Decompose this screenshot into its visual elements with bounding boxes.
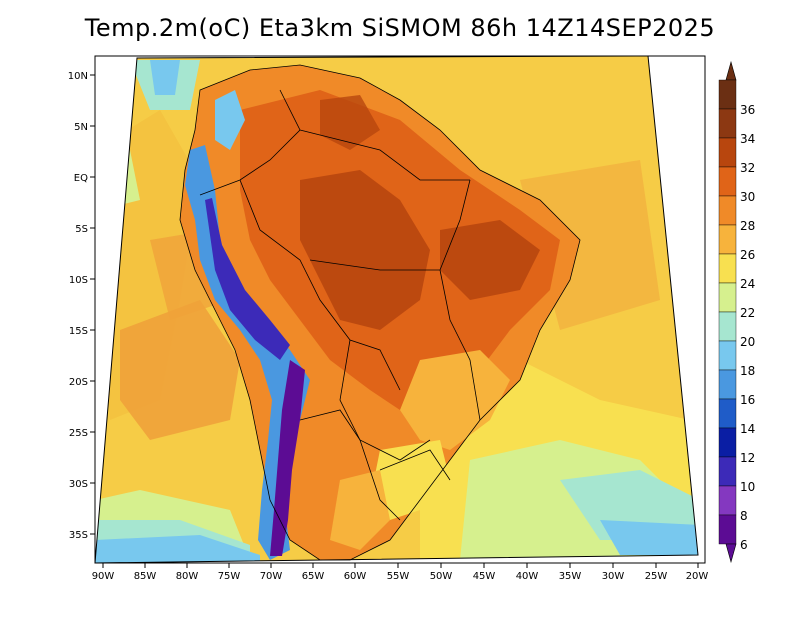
lon-label-65w: 65W bbox=[302, 571, 325, 582]
lat-label-5n: 5N bbox=[74, 122, 88, 133]
colorbar-label-36: 36 bbox=[740, 103, 755, 117]
colorbar-label-20: 20 bbox=[740, 335, 755, 349]
lon-label-60w: 60W bbox=[344, 571, 367, 582]
colorbar-swatch-6 bbox=[718, 514, 737, 545]
colorbar-swatch-34 bbox=[718, 108, 737, 139]
colorbar-label-18: 18 bbox=[740, 364, 755, 378]
lon-label-25w: 25W bbox=[645, 571, 668, 582]
colorbar-swatch-36 bbox=[718, 79, 737, 110]
colorbar: 36 34 32 30 28 26 24 22 20 18 16 14 12 1… bbox=[718, 60, 755, 564]
lon-label-90w: 90W bbox=[92, 571, 115, 582]
longitude-axis: 90W 85W 80W 75W 70W 65W 60W 55W 50W 45W … bbox=[92, 563, 709, 582]
colorbar-label-26: 26 bbox=[740, 248, 755, 262]
colorbar-swatch-12 bbox=[718, 427, 737, 458]
map-frame bbox=[94, 55, 706, 564]
colorbar-swatch-32 bbox=[718, 137, 737, 168]
colorbar-swatch-26 bbox=[718, 224, 737, 255]
colorbar-label-24: 24 bbox=[740, 277, 755, 291]
colorbar-label-16: 16 bbox=[740, 393, 755, 407]
lat-label-15s: 15S bbox=[69, 326, 88, 337]
colorbar-swatch-14 bbox=[718, 398, 737, 429]
lon-label-75w: 75W bbox=[218, 571, 241, 582]
colorbar-label-28: 28 bbox=[740, 219, 755, 233]
lon-label-55w: 55W bbox=[387, 571, 410, 582]
colorbar-label-12: 12 bbox=[740, 451, 755, 465]
colorbar-label-8: 8 bbox=[740, 509, 748, 523]
lon-label-70w: 70W bbox=[260, 571, 283, 582]
colorbar-swatch-30 bbox=[718, 166, 737, 197]
colorbar-label-22: 22 bbox=[740, 306, 755, 320]
lat-label-10s: 10S bbox=[69, 275, 88, 286]
colorbar-swatch-28 bbox=[718, 195, 737, 226]
colorbar-arrow-bottom bbox=[725, 543, 737, 564]
colorbar-swatch-20 bbox=[718, 311, 737, 342]
colorbar-arrow-top bbox=[725, 60, 737, 81]
lon-label-30w: 30W bbox=[602, 571, 625, 582]
colorbar-label-32: 32 bbox=[740, 161, 755, 175]
lon-label-40w: 40W bbox=[516, 571, 539, 582]
lat-label-20s: 20S bbox=[69, 377, 88, 388]
lon-label-85w: 85W bbox=[134, 571, 157, 582]
latitude-axis: 10N 5N EQ 5S 10S 15S 20S 25S 30S 35S bbox=[68, 71, 95, 541]
lon-label-50w: 50W bbox=[430, 571, 453, 582]
lat-label-35s: 35S bbox=[69, 530, 88, 541]
lon-label-80w: 80W bbox=[176, 571, 199, 582]
colorbar-label-30: 30 bbox=[740, 190, 755, 204]
colorbar-swatch-16 bbox=[718, 369, 737, 400]
page-title: Temp.2m(oC) Eta3km SiSMOM 86h 14Z14SEP20… bbox=[84, 14, 716, 42]
lon-label-20w: 20W bbox=[686, 571, 709, 582]
lat-label-25s: 25S bbox=[69, 428, 88, 439]
lon-label-35w: 35W bbox=[559, 571, 582, 582]
colorbar-label-14: 14 bbox=[740, 422, 755, 436]
colorbar-swatch-8 bbox=[718, 485, 737, 516]
colorbar-swatch-22 bbox=[718, 282, 737, 313]
colorbar-label-34: 34 bbox=[740, 132, 755, 146]
lat-label-eq: EQ bbox=[74, 173, 88, 184]
colorbar-swatch-24 bbox=[718, 253, 737, 284]
colorbar-swatch-18 bbox=[718, 340, 737, 371]
lat-label-30s: 30S bbox=[69, 479, 88, 490]
lat-label-10n: 10N bbox=[68, 71, 88, 82]
colorbar-label-10: 10 bbox=[740, 480, 755, 494]
colorbar-label-6: 6 bbox=[740, 538, 748, 552]
lon-label-45w: 45W bbox=[473, 571, 496, 582]
temperature-field bbox=[95, 56, 698, 563]
lat-label-5s: 5S bbox=[75, 224, 88, 235]
colorbar-swatch-10 bbox=[718, 456, 737, 487]
political-borders bbox=[179, 64, 581, 561]
